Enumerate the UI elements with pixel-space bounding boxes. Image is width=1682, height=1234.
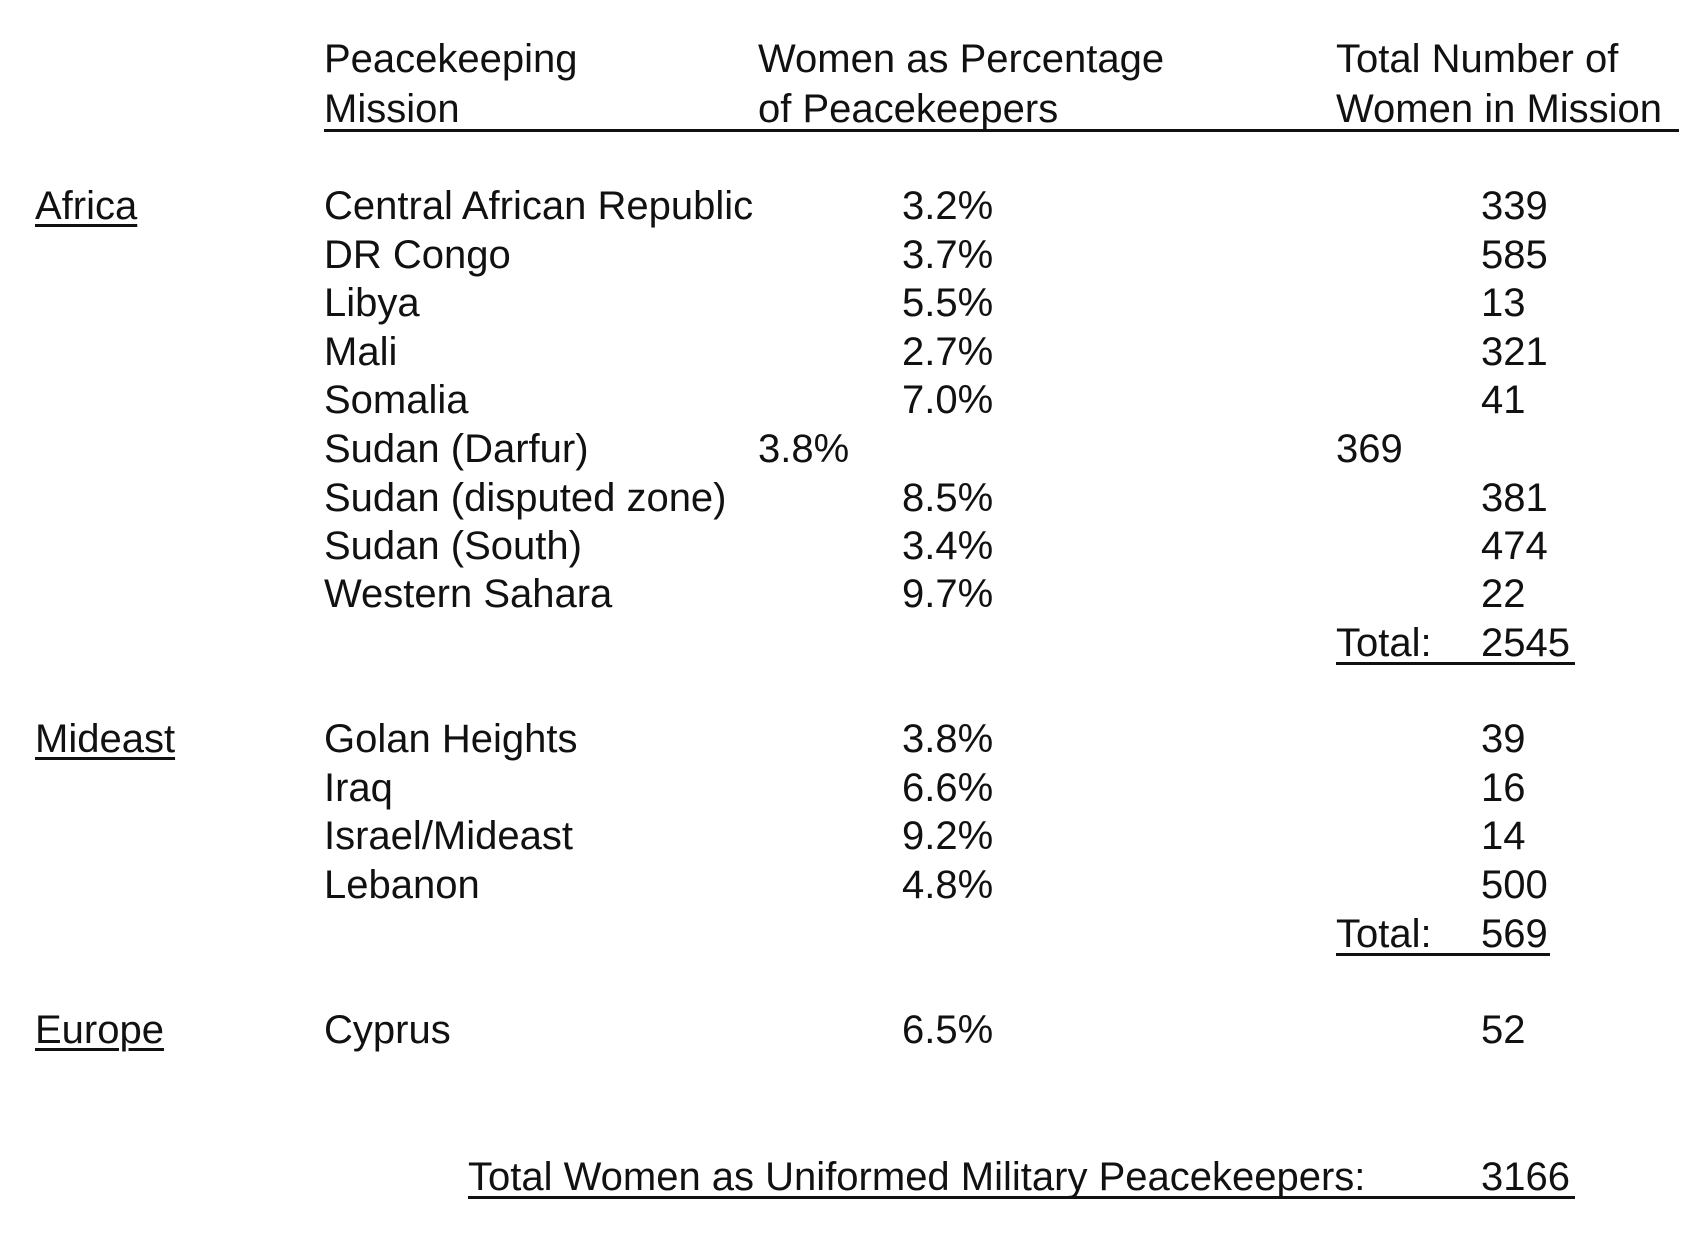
region-label-africa: Africa [35,184,138,228]
mission-name: Cyprus [324,1008,451,1052]
header-percentage-line-1: Women as Percentage [758,37,1165,81]
mission-count: 369 [1336,427,1403,471]
mission-percentage: 3.8% [902,717,994,761]
total-label: Total: [1336,912,1432,956]
header-mission-line-2: Mission [324,87,460,131]
mission-percentage: 8.5% [902,476,994,520]
mission-name: Sudan (Darfur) [324,427,589,471]
mission-count: 52 [1481,1008,1526,1052]
mission-name: Sudan (South) [324,524,582,568]
mission-name: Western Sahara [324,572,613,616]
mission-name: Lebanon [324,863,480,907]
total-underline [1336,662,1575,665]
mission-percentage: 5.5% [902,281,994,325]
total-value: 2545 [1481,621,1570,665]
region-label-mideast: Mideast [35,717,176,761]
mission-count: 22 [1481,572,1526,616]
mission-percentage: 6.5% [902,1008,994,1052]
header-underline [324,129,1679,132]
total-underline [1336,953,1550,956]
grand-total-label: Total Women as Uniformed Military Peacek… [468,1155,1366,1199]
mission-name: Central African Republic [324,184,754,228]
mission-percentage: 3.2% [902,184,994,228]
mission-name: Libya [324,281,420,325]
mission-percentage: 2.7% [902,330,994,374]
mission-name: Somalia [324,378,469,422]
mission-name: Sudan (disputed zone) [324,476,727,520]
grand-total-underline [468,1196,1575,1199]
mission-percentage: 3.7% [902,233,994,277]
grand-total-value: 3166 [1481,1155,1570,1199]
header-percentage-line-2: of Peacekeepers [758,87,1059,131]
mission-count: 39 [1481,717,1526,761]
mission-count: 41 [1481,378,1526,422]
mission-percentage: 4.8% [902,863,994,907]
mission-name: Golan Heights [324,717,578,761]
header-total-line-1: Total Number of [1336,37,1619,81]
mission-name: Iraq [324,766,393,810]
header-mission-line-1: Peacekeeping [324,37,578,81]
mission-count: 16 [1481,766,1526,810]
mission-count: 321 [1481,330,1548,374]
mission-percentage: 9.2% [902,814,994,858]
mission-name: Mali [324,330,398,374]
header-total-line-2: Women in Mission [1336,87,1663,131]
mission-count: 585 [1481,233,1548,277]
mission-percentage: 9.7% [902,572,994,616]
total-value: 569 [1481,912,1548,956]
mission-name: DR Congo [324,233,511,277]
total-label: Total: [1336,621,1432,665]
mission-percentage: 3.4% [902,524,994,568]
mission-count: 14 [1481,814,1526,858]
mission-percentage: 7.0% [902,378,994,422]
mission-count: 381 [1481,476,1548,520]
mission-count: 339 [1481,184,1548,228]
region-label-europe: Europe [35,1008,164,1052]
mission-percentage: 3.8% [758,427,850,471]
mission-count: 500 [1481,863,1548,907]
mission-count: 13 [1481,281,1526,325]
mission-count: 474 [1481,524,1548,568]
mission-percentage: 6.6% [902,766,994,810]
mission-name: Israel/Mideast [324,814,573,858]
